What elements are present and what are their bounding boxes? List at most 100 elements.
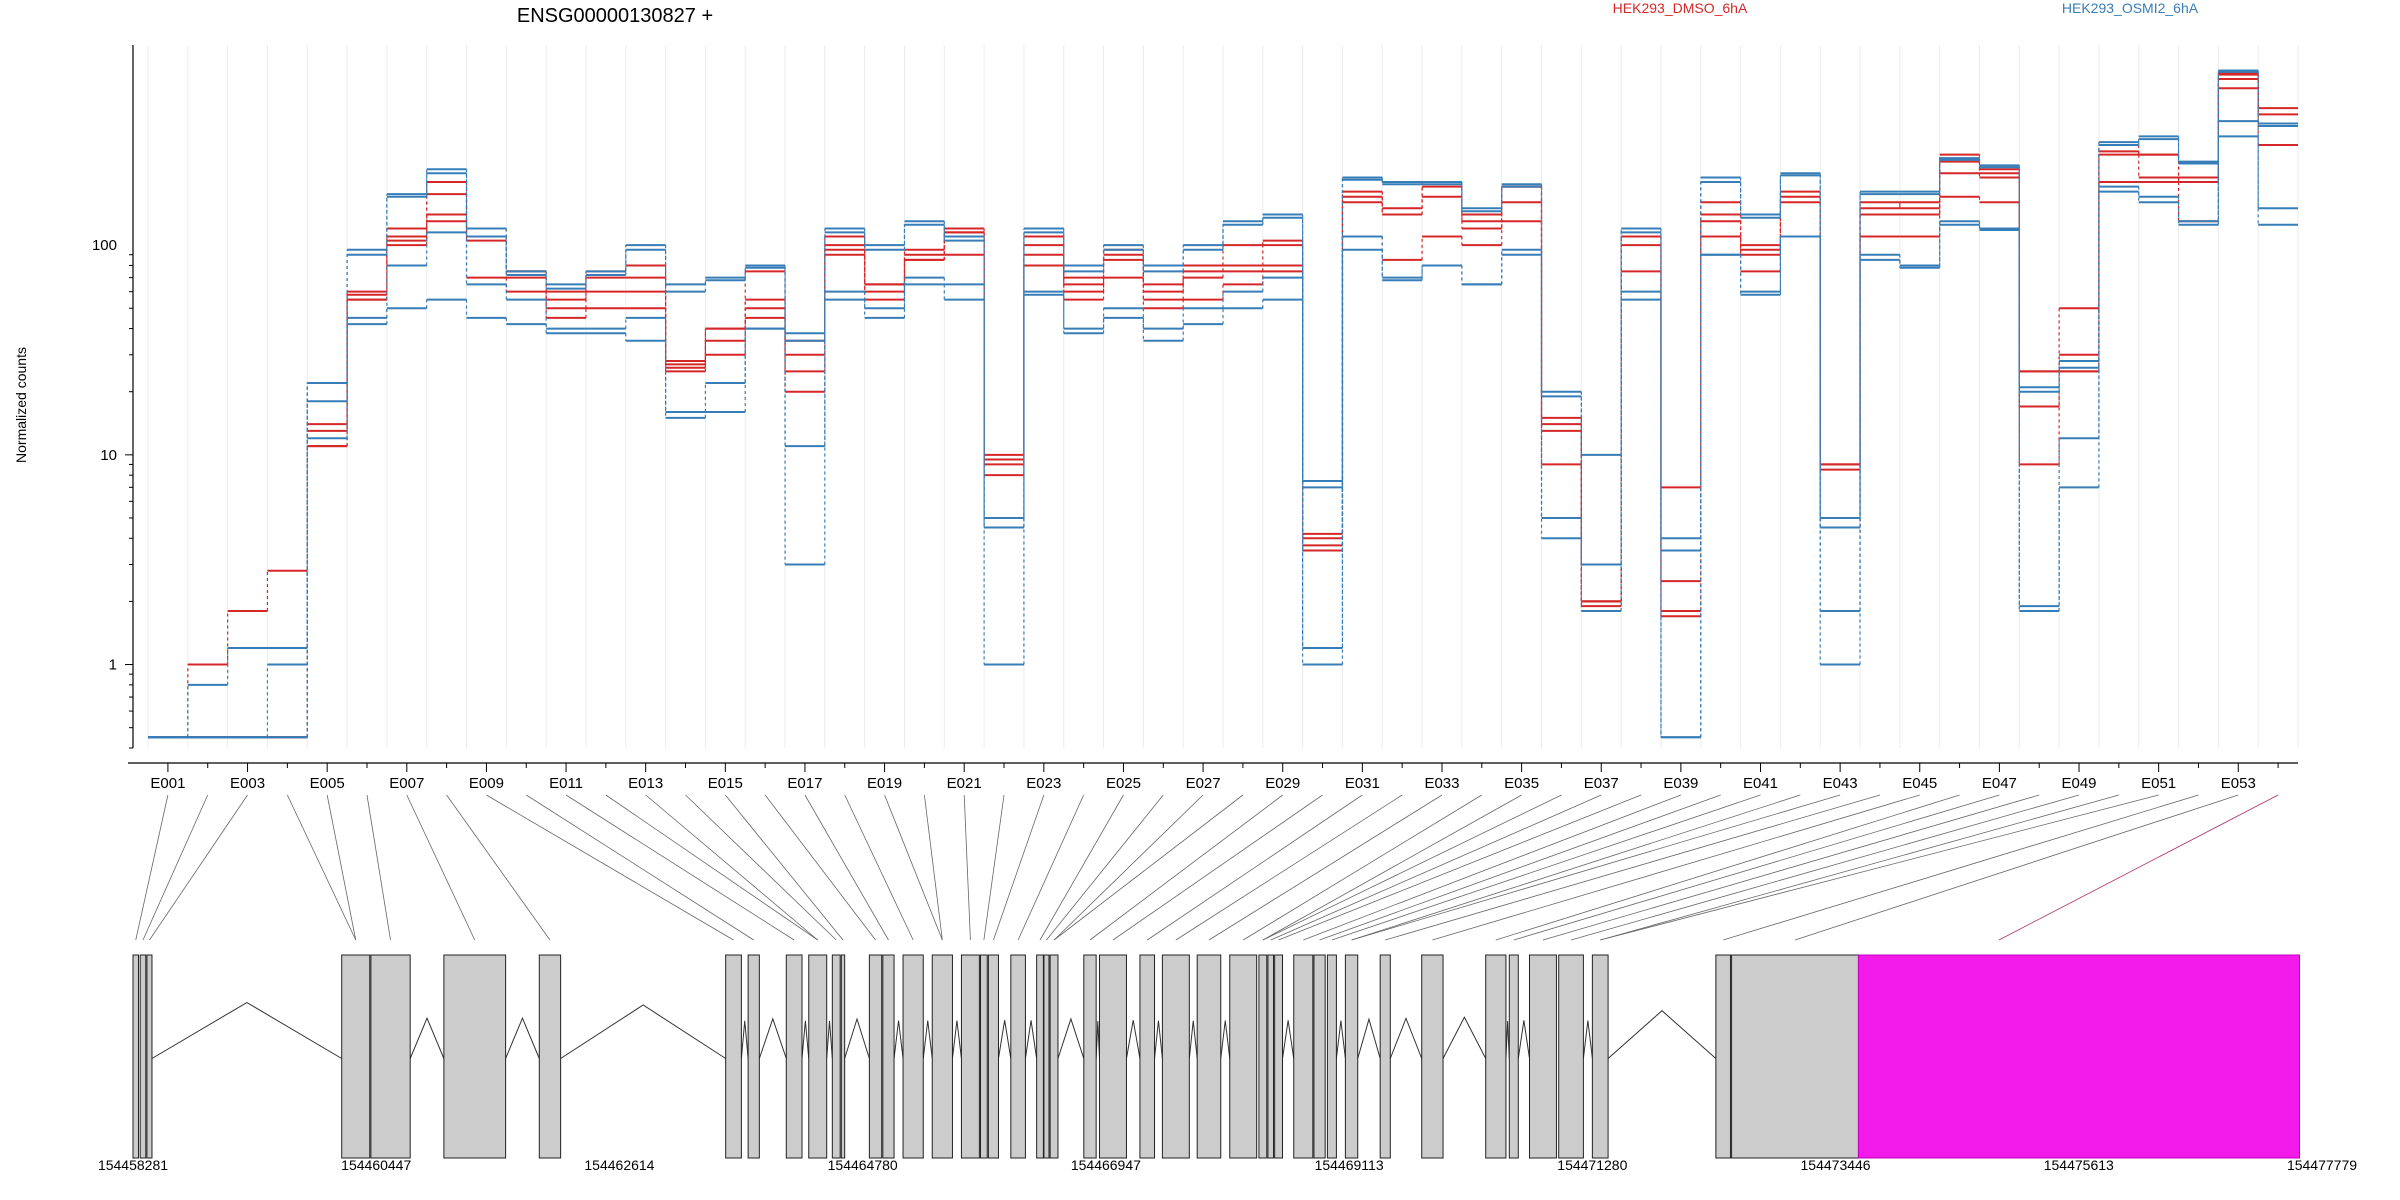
genomic-coordinate-axis: 154458281 154460447 154462614 154464780 1544… (98, 1157, 2357, 1173)
exon-label: E033 (1424, 775, 1459, 792)
exon-connector (1794, 794, 2239, 941)
exon-label: E041 (1743, 775, 1778, 792)
intron-line (1154, 1020, 1163, 1059)
exon-connector (1175, 794, 1403, 941)
exon-block (139, 954, 147, 1159)
exon-block (1379, 954, 1391, 1159)
genomic-coordinate-label: 154464780 (828, 1157, 898, 1173)
exon-connector (565, 794, 795, 941)
exon-connector (1495, 794, 1960, 941)
exon-label: E007 (389, 775, 424, 792)
exon-label: E049 (2061, 775, 2096, 792)
exon-block (1326, 954, 1337, 1159)
exon-connector (149, 794, 248, 941)
intron-line (409, 1016, 445, 1059)
intron-line (1188, 1020, 1198, 1059)
exon-block (931, 954, 953, 1159)
genomic-coordinate-label: 154462614 (584, 1157, 654, 1173)
exon-block (1485, 954, 1507, 1159)
intron-line (951, 1020, 962, 1059)
exon-connector (1723, 794, 2199, 941)
intron-line (1517, 1020, 1530, 1059)
exon-connector (446, 794, 551, 941)
exon-connector (1053, 794, 1244, 941)
legend-entry-osmi: HEK293_OSMI2_6hA (2062, 0, 2199, 16)
exon-label: E003 (230, 775, 265, 792)
exon-block (1421, 954, 1444, 1159)
exon-connector (1351, 794, 1841, 941)
y-tick-label: 1 (109, 657, 117, 674)
exon-connector (1600, 794, 2159, 941)
exon-block (980, 954, 988, 1159)
y-axis: 1 10 100 (92, 45, 134, 749)
intron-line (1220, 1020, 1231, 1059)
exon-connector (142, 794, 209, 941)
exon-axis: E001 E003 E005 E007 E009 E011 E013 E015 E017 E019… (128, 762, 2298, 792)
exon-label: E047 (1982, 775, 2017, 792)
exon-label: E001 (150, 775, 185, 792)
exon-connector (406, 794, 476, 941)
series-lines (148, 69, 2298, 739)
exon-block (808, 954, 828, 1159)
exon-connector (1147, 794, 1363, 941)
exon-block (1196, 954, 1222, 1159)
genomic-coordinate-label: 154458281 (98, 1157, 168, 1173)
exon-label: E037 (1584, 775, 1619, 792)
exon-block (1344, 954, 1359, 1159)
exon-label: E023 (1026, 775, 1061, 792)
exon-label: E005 (310, 775, 345, 792)
exon-connector (923, 794, 943, 941)
legend-entry-dmso: HEK293_DMSO_6hA (1613, 0, 1748, 16)
exon-label: E029 (1265, 775, 1300, 792)
exon-connector (1053, 794, 1204, 941)
exon-block (1558, 954, 1584, 1159)
exon-block (1293, 954, 1314, 1159)
exon-connector (844, 794, 914, 941)
exon-connector (1303, 794, 1682, 941)
y-axis-label: Normalized counts (13, 347, 29, 463)
exon-block (1267, 954, 1275, 1159)
exon-connector (1432, 794, 1920, 941)
exon-connector (366, 794, 391, 941)
exon-block (370, 954, 411, 1159)
exon-connector (135, 794, 169, 941)
exon-connector (326, 794, 357, 941)
exon-block (1049, 954, 1059, 1159)
intron-line (922, 1020, 933, 1059)
intron-line (1095, 1021, 1101, 1059)
exon-connector (1600, 794, 2119, 941)
exon-label: E039 (1663, 775, 1698, 792)
exon-label: E053 (2221, 775, 2256, 792)
intron-line (1282, 1020, 1295, 1059)
exon-connector (486, 794, 734, 941)
intron-line (1125, 1020, 1141, 1059)
exon-label: E021 (947, 775, 982, 792)
intron-line (1505, 1021, 1510, 1059)
intron-line (1582, 1020, 1593, 1059)
exon-connector (1017, 794, 1085, 941)
highlighted-exon-block (1857, 954, 2301, 1159)
exon-connector (1998, 794, 2279, 941)
exon-connector (1262, 794, 1562, 941)
exon-label: E043 (1823, 775, 1858, 792)
intron-line (826, 1020, 833, 1059)
intron-line (801, 1020, 810, 1059)
exon-block (341, 954, 371, 1159)
exon-connector (1262, 794, 1522, 941)
exon-connector (725, 794, 844, 941)
exon-connector (286, 794, 357, 941)
exon-block (1731, 954, 1859, 1159)
exon-block (1715, 954, 1731, 1159)
exon-connector (685, 794, 837, 941)
exon-label: E017 (787, 775, 822, 792)
exon-block (1083, 954, 1097, 1159)
exon-connector (1570, 794, 2080, 941)
exon-block (1591, 954, 1609, 1159)
intron-line (151, 1001, 342, 1059)
intron-line (740, 1020, 749, 1059)
genomic-coordinate-label: 154471280 (1557, 1157, 1627, 1173)
exon-connector (993, 794, 1045, 941)
exon-connector (804, 794, 889, 941)
exon-connector (1039, 794, 1124, 941)
intron-line (1057, 1017, 1085, 1059)
